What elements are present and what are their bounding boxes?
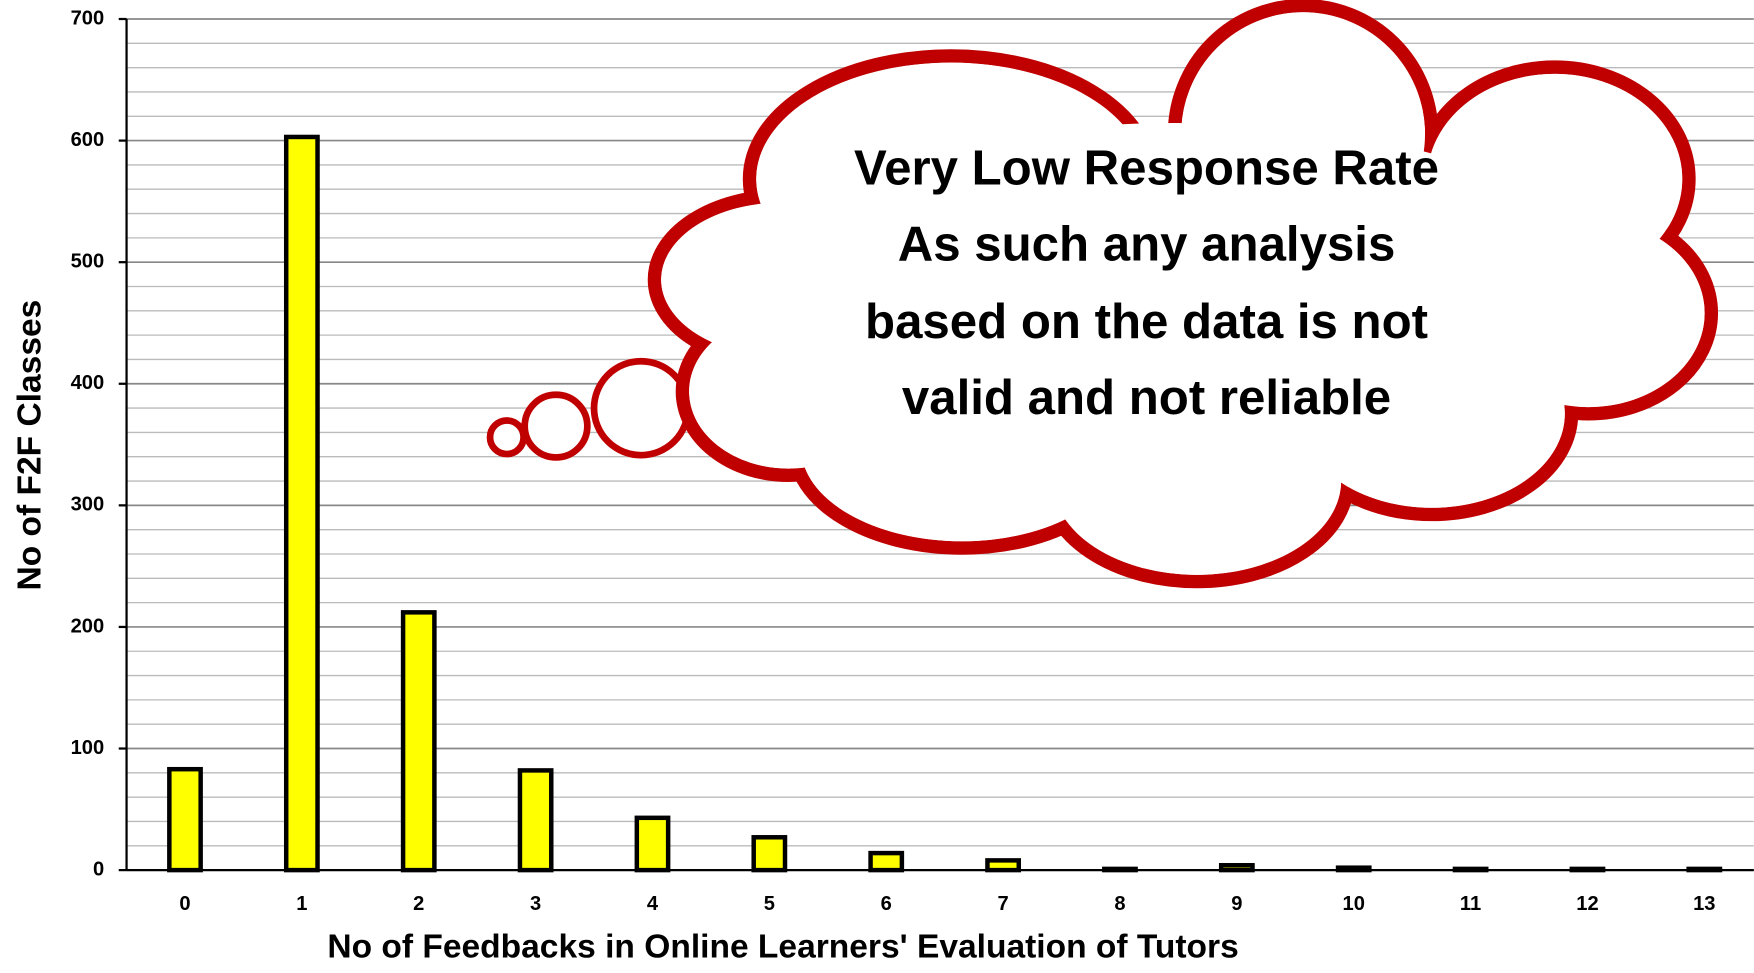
y-axis-title: No of F2F Classes (11, 300, 48, 591)
bar (1689, 869, 1720, 870)
x-tick-label: 3 (530, 893, 541, 915)
y-tick-label: 300 (71, 494, 105, 516)
bar (754, 837, 785, 870)
y-tick-label: 400 (71, 372, 105, 394)
annotation-line: valid and not reliable (902, 370, 1391, 425)
y-tick-label: 200 (71, 615, 105, 637)
x-tick-label: 9 (1231, 893, 1242, 915)
bar (286, 137, 317, 870)
bar (1338, 868, 1369, 870)
annotation-line: Very Low Response Rate (854, 141, 1439, 196)
bar (1104, 869, 1135, 870)
bar (987, 860, 1018, 870)
x-tick-label: 7 (997, 893, 1008, 915)
y-tick-label: 700 (71, 7, 105, 29)
x-tick-label: 1 (296, 893, 307, 915)
y-tick-label: 0 (93, 858, 104, 880)
y-tick-label: 100 (71, 737, 105, 759)
bar (1572, 869, 1603, 870)
bar (871, 853, 902, 870)
x-tick-label: 10 (1343, 893, 1365, 915)
x-tick-label: 4 (647, 893, 659, 915)
annotation-line: based on the data is not (865, 294, 1428, 349)
x-tick-label: 0 (179, 893, 190, 915)
bar (520, 770, 551, 870)
x-tick-label: 5 (764, 893, 775, 915)
chart: 0100200300400500600700012345678910111213… (0, 0, 1754, 973)
x-tick-label: 6 (881, 893, 892, 915)
x-tick-label: 12 (1576, 893, 1598, 915)
bar (169, 769, 200, 870)
x-axis-title: No of Feedbacks in Online Learners' Eval… (327, 928, 1238, 965)
bar (1221, 865, 1252, 870)
bar (1455, 869, 1486, 870)
y-tick-label: 600 (71, 129, 105, 151)
x-tick-label: 11 (1460, 893, 1481, 915)
bar (637, 818, 668, 870)
bar (403, 612, 434, 870)
y-tick-label: 500 (71, 250, 105, 272)
x-tick-label: 13 (1693, 893, 1715, 915)
annotation-line: As such any analysis (898, 217, 1396, 272)
x-tick-label: 2 (413, 893, 424, 915)
x-tick-label: 8 (1114, 893, 1125, 915)
